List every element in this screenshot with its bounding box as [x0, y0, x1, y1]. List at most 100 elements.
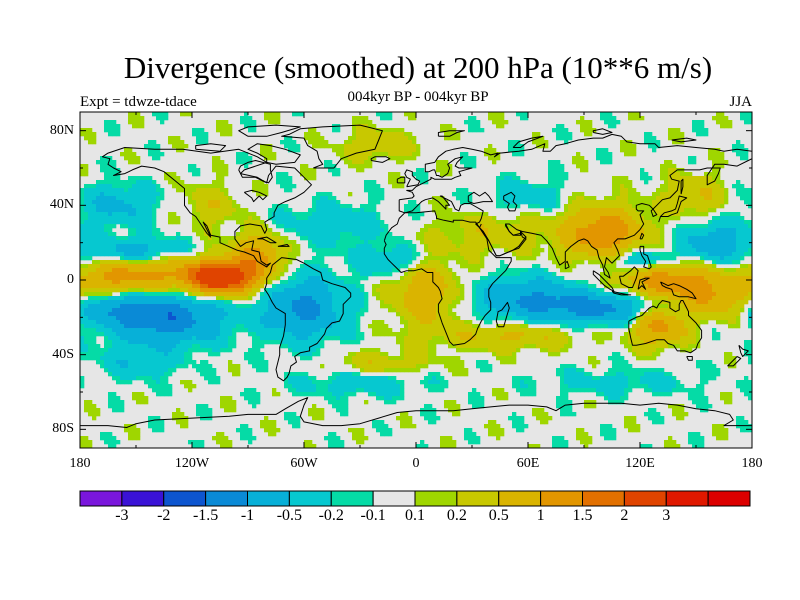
field-cell — [476, 220, 481, 225]
field-cell — [148, 208, 153, 213]
field-cell — [380, 196, 385, 201]
field-cell — [308, 140, 313, 145]
field-cell — [236, 268, 241, 273]
field-cell — [144, 240, 149, 245]
field-cell — [360, 244, 365, 249]
field-cell — [232, 240, 237, 245]
field-cell — [180, 296, 185, 301]
field-cell — [636, 252, 641, 257]
field-cell — [624, 176, 629, 181]
field-cell — [84, 212, 89, 217]
field-cell — [684, 288, 689, 293]
field-cell — [736, 248, 741, 253]
field-cell — [704, 284, 709, 289]
field-cell — [140, 208, 145, 213]
field-cell — [576, 236, 581, 241]
field-cell — [604, 224, 609, 229]
field-cell — [208, 208, 213, 213]
field-cell — [672, 132, 677, 137]
field-cell — [116, 216, 121, 221]
field-cell — [204, 244, 209, 249]
field-cell — [284, 228, 289, 233]
field-cell — [496, 220, 501, 225]
field-cell — [168, 220, 173, 225]
field-cell — [88, 296, 93, 301]
field-cell — [704, 232, 709, 237]
field-cell — [160, 288, 165, 293]
field-cell — [696, 244, 701, 249]
field-cell — [524, 236, 529, 241]
field-cell — [428, 256, 433, 261]
field-cell — [544, 188, 549, 193]
field-cell — [608, 204, 613, 209]
field-cell — [588, 260, 593, 265]
field-cell — [116, 236, 121, 241]
field-cell — [184, 244, 189, 249]
field-cell — [644, 256, 649, 261]
field-cell — [128, 204, 133, 209]
field-cell — [472, 268, 477, 273]
field-cell — [308, 240, 313, 245]
field-cell — [628, 152, 633, 157]
field-cell — [308, 224, 313, 229]
field-cell — [212, 236, 217, 241]
field-cell — [216, 232, 221, 237]
field-cell — [388, 288, 393, 293]
field-cell — [392, 140, 397, 145]
field-cell — [424, 260, 429, 265]
field-cell — [380, 232, 385, 237]
field-cell — [560, 296, 565, 301]
field-cell — [452, 280, 457, 285]
field-cell — [520, 200, 525, 205]
field-cell — [188, 264, 193, 269]
field-cell — [524, 296, 529, 301]
field-cell — [296, 272, 301, 277]
field-cell — [396, 172, 401, 177]
field-cell — [400, 260, 405, 265]
field-cell — [108, 176, 113, 181]
field-cell — [140, 280, 145, 285]
field-cell — [252, 232, 257, 237]
field-cell — [192, 296, 197, 301]
field-cell — [96, 188, 101, 193]
field-cell — [456, 280, 461, 285]
field-cell — [80, 244, 85, 249]
field-cell — [352, 296, 357, 301]
field-cell — [680, 184, 685, 189]
field-cell — [520, 300, 525, 305]
field-cell — [708, 236, 713, 241]
field-cell — [304, 132, 309, 137]
field-cell — [696, 208, 701, 213]
field-cell — [652, 268, 657, 273]
field-cell — [432, 248, 437, 253]
field-cell — [676, 244, 681, 249]
field-cell — [540, 220, 545, 225]
field-cell — [212, 292, 217, 297]
field-cell — [668, 192, 673, 197]
field-cell — [588, 236, 593, 241]
field-cell — [472, 260, 477, 265]
field-cell — [308, 168, 313, 173]
field-cell — [448, 164, 453, 169]
field-cell — [656, 264, 661, 269]
field-cell — [408, 136, 413, 141]
field-cell — [508, 292, 513, 297]
field-cell — [452, 220, 457, 225]
field-cell — [440, 168, 445, 173]
field-cell — [364, 116, 369, 121]
field-cell — [196, 272, 201, 277]
field-cell — [708, 276, 713, 281]
field-cell — [664, 256, 669, 261]
field-cell — [696, 196, 701, 201]
field-cell — [652, 288, 657, 293]
field-cell — [308, 260, 313, 265]
field-cell — [296, 228, 301, 233]
field-cell — [208, 288, 213, 293]
field-cell — [196, 200, 201, 205]
field-cell — [628, 112, 633, 117]
field-cell — [668, 160, 673, 165]
field-cell — [144, 296, 149, 301]
field-cell — [584, 220, 589, 225]
field-cell — [204, 232, 209, 237]
field-cell — [416, 176, 421, 181]
